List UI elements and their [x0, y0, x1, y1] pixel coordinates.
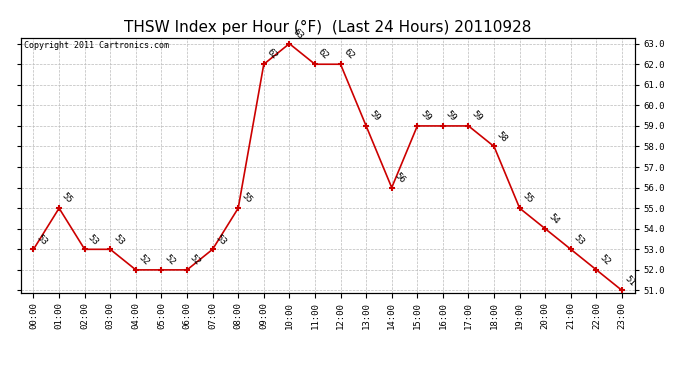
- Text: 59: 59: [419, 109, 433, 123]
- Text: 54: 54: [546, 212, 560, 226]
- Text: 53: 53: [112, 232, 126, 246]
- Text: 52: 52: [137, 253, 151, 267]
- Text: 53: 53: [214, 232, 228, 246]
- Text: 55: 55: [61, 192, 75, 206]
- Text: 52: 52: [598, 253, 612, 267]
- Text: 59: 59: [368, 109, 382, 123]
- Text: 55: 55: [521, 192, 535, 206]
- Text: 53: 53: [86, 232, 100, 246]
- Text: 62: 62: [342, 48, 356, 62]
- Text: 62: 62: [265, 48, 279, 62]
- Text: 51: 51: [623, 274, 638, 288]
- Text: 58: 58: [495, 130, 509, 144]
- Text: 59: 59: [470, 109, 484, 123]
- Text: 63: 63: [290, 27, 305, 41]
- Text: 52: 52: [163, 253, 177, 267]
- Text: 53: 53: [572, 232, 586, 246]
- Text: 62: 62: [316, 48, 331, 62]
- Text: Copyright 2011 Cartronics.com: Copyright 2011 Cartronics.com: [23, 41, 169, 50]
- Text: 59: 59: [444, 109, 458, 123]
- Text: 52: 52: [188, 253, 202, 267]
- Title: THSW Index per Hour (°F)  (Last 24 Hours) 20110928: THSW Index per Hour (°F) (Last 24 Hours)…: [124, 20, 531, 35]
- Text: 53: 53: [35, 232, 49, 246]
- Text: 56: 56: [393, 171, 407, 185]
- Text: 55: 55: [239, 192, 253, 206]
